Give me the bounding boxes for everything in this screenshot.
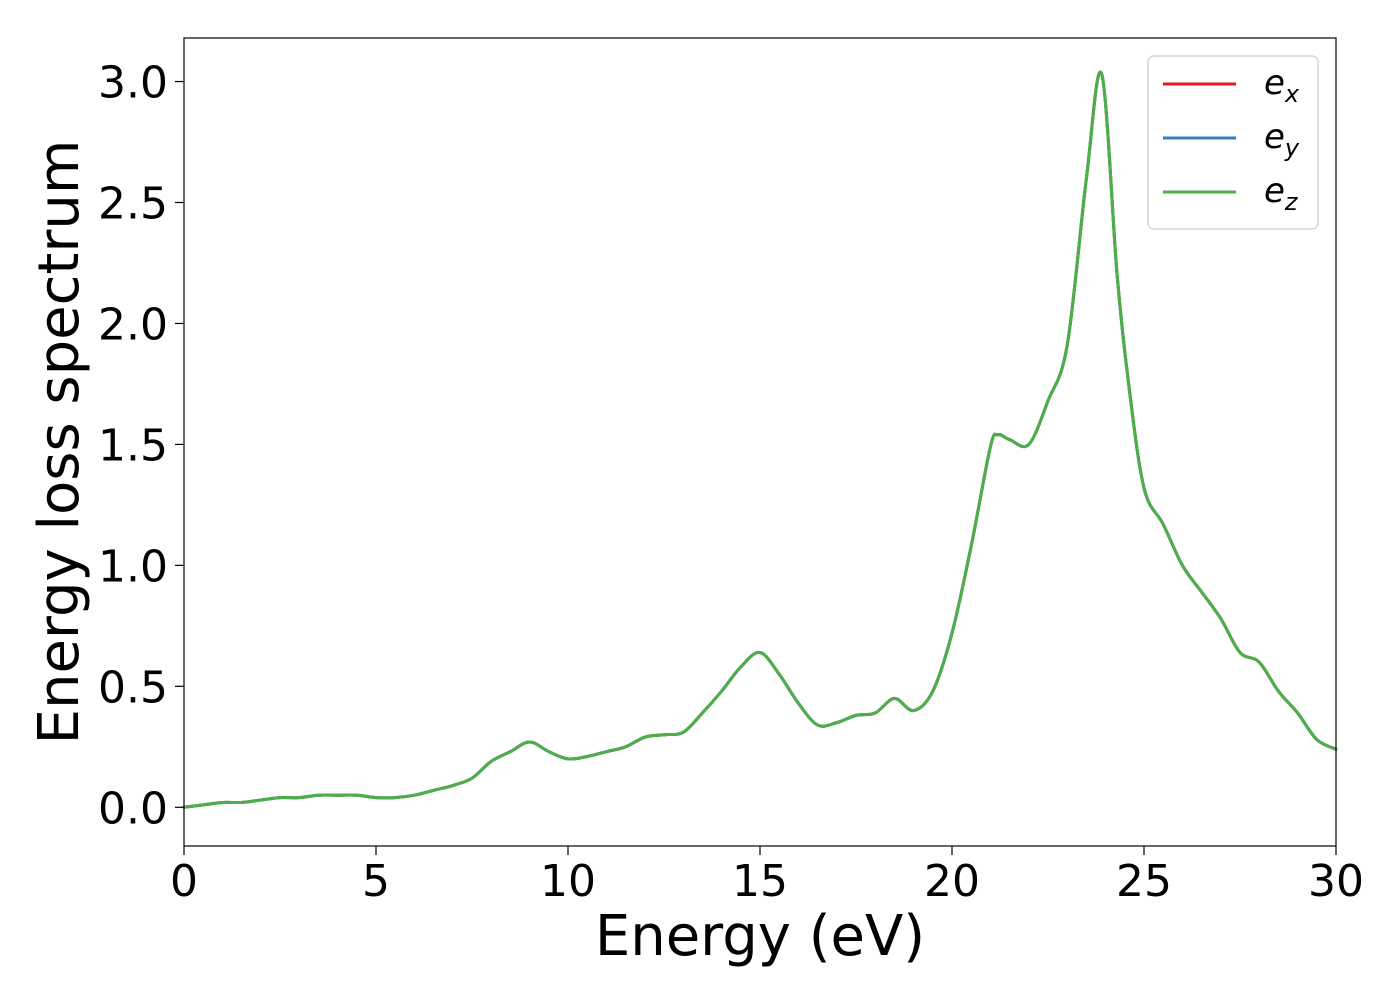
y-tick-label: 0.0: [98, 783, 168, 834]
y-tick-label: 3.0: [98, 58, 168, 109]
series-line-z: [182, 70, 1338, 809]
series-layer: [182, 70, 1338, 809]
x-tick-label: 20: [924, 856, 980, 907]
y-tick-label: 2.5: [98, 179, 168, 230]
y-tick-label: 1.5: [98, 420, 168, 471]
y-tick-label: 0.5: [98, 662, 168, 713]
x-tick-label: 5: [362, 856, 390, 907]
x-tick-label: 25: [1116, 856, 1172, 907]
x-axis-label: Energy (eV): [595, 904, 925, 969]
y-axis-label: Energy loss spectrum: [27, 140, 92, 745]
y-tick-label: 2.0: [98, 299, 168, 350]
x-tick-label: 0: [170, 856, 198, 907]
x-tick-label: 10: [540, 856, 596, 907]
legend-box: [1147, 55, 1319, 230]
x-axis-ticks: 0 5 10 15 20 25 30: [170, 846, 1364, 907]
legend-label-z: ez: [1264, 171, 1299, 216]
x-tick-label: 30: [1308, 856, 1364, 907]
y-tick-label: 1.0: [98, 541, 168, 592]
x-tick-label: 15: [732, 856, 788, 907]
y-axis-ticks: 0.0 0.5 1.0 1.5 2.0 2.5 3.0: [98, 58, 184, 834]
